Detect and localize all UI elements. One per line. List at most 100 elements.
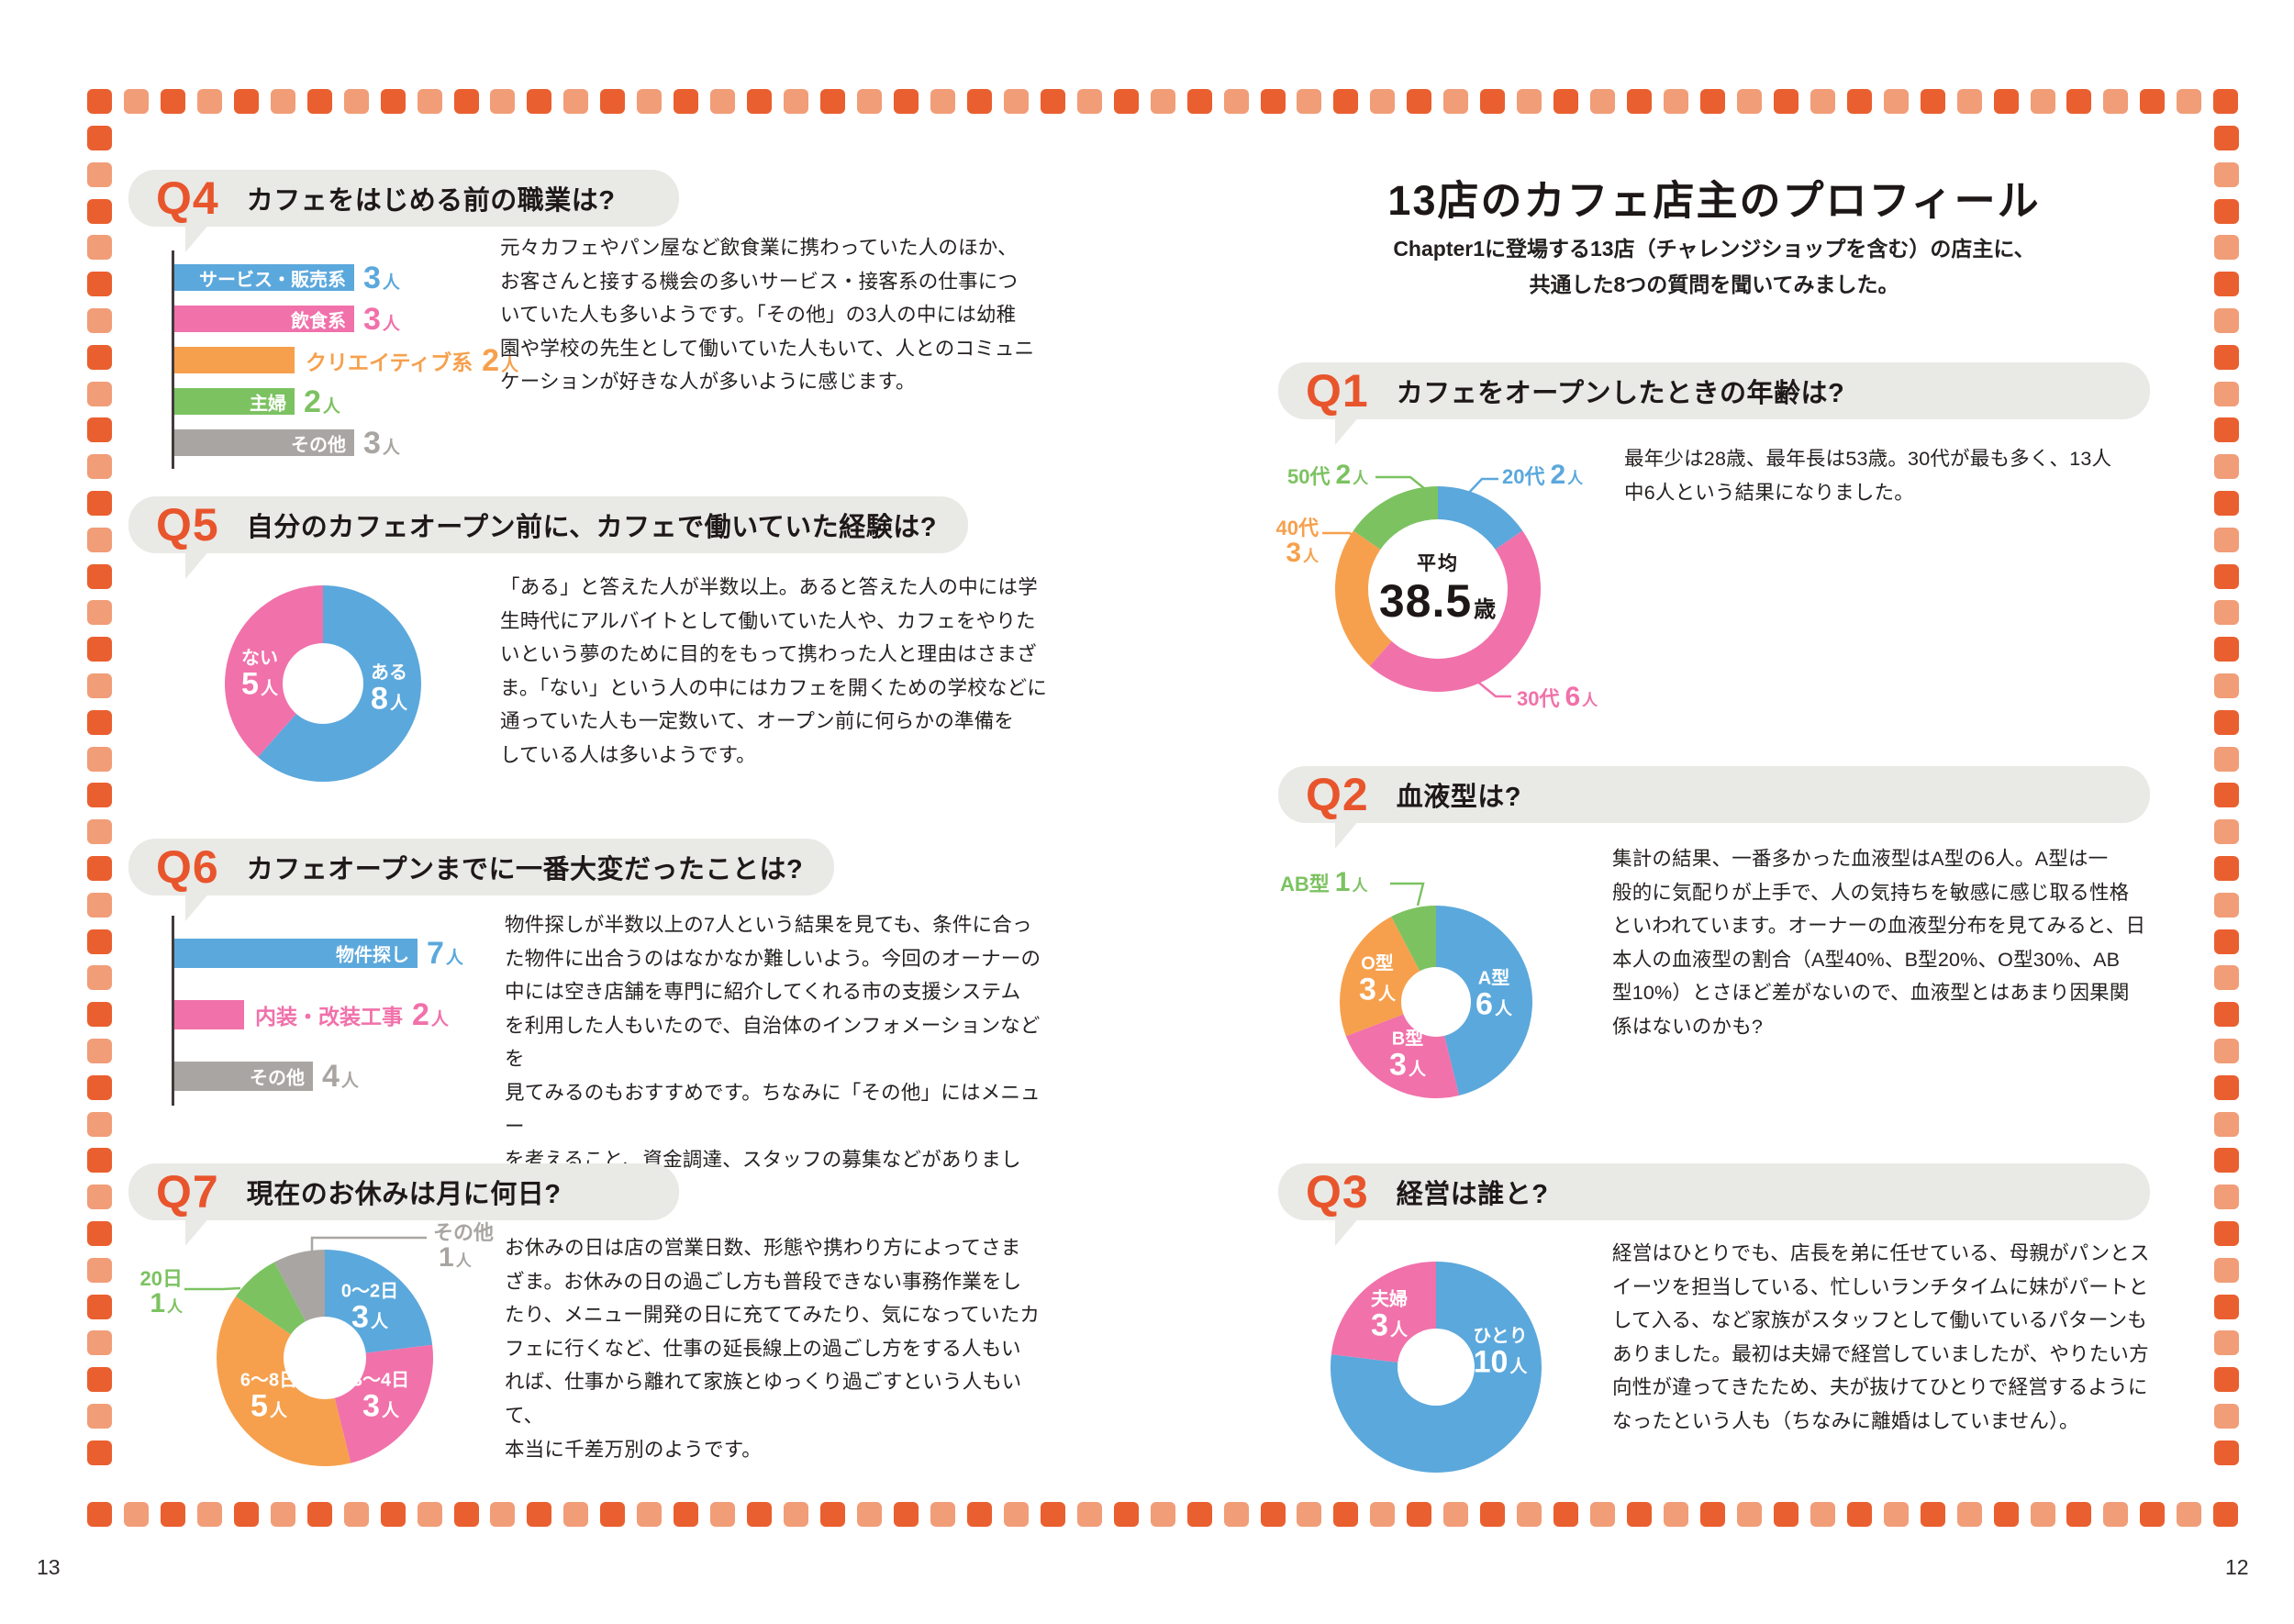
border-square — [1370, 89, 1396, 114]
border-square — [123, 89, 149, 114]
border-square — [527, 1502, 552, 1527]
border-square — [2140, 89, 2166, 114]
border-square — [637, 89, 663, 114]
q6-description: 物件探しが半数以上の7人という結果を見ても、条件に合っ た物件に出合うのはなかな… — [505, 914, 1041, 1205]
border-square — [2214, 381, 2239, 406]
border-square — [2177, 1502, 2202, 1527]
border-square — [2214, 673, 2239, 698]
slice-label-ある: ある 8 人 — [371, 662, 407, 717]
border-square — [453, 89, 479, 114]
border-square — [87, 1002, 112, 1028]
border-square — [1883, 89, 1909, 114]
border-square — [2213, 89, 2239, 114]
border-square — [160, 89, 185, 114]
slice-label-夫婦: 夫婦 3 人 — [1371, 1289, 1408, 1343]
border-square — [1663, 1502, 1688, 1527]
slice-label-O型: O型 3 人 — [1359, 953, 1396, 1007]
border-square — [306, 1502, 332, 1527]
border-square — [380, 89, 406, 114]
border-square — [1297, 1502, 1322, 1527]
q2-description: 集計の結果、一番多かった血液型はA型の6人。A型は一 般的に気配りが上手で、人の… — [1612, 848, 2146, 1038]
slice-label-50代: 50代 2 人 — [1287, 460, 1369, 490]
q6-speech-tail — [185, 892, 210, 921]
slice-label-30代: 30代 6 人 — [1517, 682, 1598, 712]
border-square — [87, 161, 112, 187]
bar — [174, 347, 295, 373]
bar-row-物件探し: 物件探し 7 人 — [174, 938, 463, 969]
border-square — [1333, 1502, 1359, 1527]
border-square — [233, 89, 259, 114]
page-border-top — [87, 89, 2239, 114]
border-square — [1480, 89, 1506, 114]
q6-chart: 物件探し 7 人内装・改装工事 2 人その他 4 人 — [172, 911, 612, 1118]
border-square — [490, 89, 516, 114]
border-square — [2140, 1502, 2166, 1527]
border-square — [87, 892, 112, 918]
border-square — [1003, 1502, 1029, 1527]
bar-category-label: その他 — [250, 1068, 305, 1089]
q4-question: カフェをはじめる前の職業は? — [246, 186, 616, 216]
q3-description: 経営はひとりでも、店長を弟に任せている、母親がパンとス イーツを担当している、忙… — [1612, 1242, 2150, 1432]
border-square — [380, 1502, 406, 1527]
q5-speech-tail — [185, 550, 210, 579]
border-square — [87, 89, 112, 114]
bar-category-label: 物件探し — [336, 945, 409, 966]
border-square — [2214, 527, 2239, 552]
border-square — [2214, 1038, 2239, 1063]
border-square — [1186, 1502, 1212, 1527]
border-square — [563, 89, 589, 114]
q5-header: Q5 自分のカフェオープン前に、カフェで働いていた経験は? — [128, 496, 968, 579]
q3-speech-tail — [1335, 1217, 1360, 1246]
border-square — [1846, 1502, 1872, 1527]
border-square — [1773, 89, 1798, 114]
border-square — [87, 527, 112, 552]
border-square — [2103, 1502, 2129, 1527]
border-square — [1407, 1502, 1432, 1527]
border-square — [160, 1502, 185, 1527]
border-square — [87, 1148, 112, 1174]
border-square — [893, 89, 919, 114]
border-square — [1113, 1502, 1139, 1527]
border-square — [1699, 1502, 1725, 1527]
border-square — [1553, 1502, 1579, 1527]
bar-row-サービス・販売系: サービス・販売系 3 人 — [174, 262, 400, 294]
border-square — [1956, 1502, 1982, 1527]
border-square — [1627, 89, 1653, 114]
q5-question: 自分のカフェオープン前に、カフェで働いていた経験は? — [246, 513, 937, 542]
border-square — [1517, 1502, 1542, 1527]
border-square — [270, 1502, 295, 1527]
border-square — [1553, 89, 1579, 114]
q2-header: Q2 血液型は? — [1278, 766, 2150, 849]
q5-label: Q5 — [156, 499, 219, 551]
border-square — [2214, 198, 2239, 224]
border-square — [893, 1502, 919, 1527]
slice-label-0〜2日: 0〜2日 3 人 — [340, 1281, 399, 1335]
q5-description: 「ある」と答えた人が半数以上。あると答えた人の中には学 生時代にアルバイトとして… — [500, 576, 1047, 766]
border-square — [1407, 89, 1432, 114]
border-square — [2214, 1367, 2239, 1393]
border-square — [600, 89, 626, 114]
border-square — [123, 1502, 149, 1527]
border-square — [87, 673, 112, 698]
border-square — [2214, 344, 2239, 370]
border-square — [87, 1220, 112, 1246]
q2-chart: A型 6 人 B型 3 人 O型 3 人 AB型 1 人 — [1271, 858, 1638, 1119]
slice-label-20代: 20代 2 人 — [1502, 460, 1584, 490]
border-square — [563, 1502, 589, 1527]
border-square — [1076, 1502, 1102, 1527]
border-square — [2214, 929, 2239, 954]
border-square — [2214, 1403, 2239, 1429]
q2-label: Q2 — [1306, 769, 1369, 820]
border-square — [87, 417, 112, 443]
border-square — [2177, 89, 2202, 114]
border-square — [2214, 1440, 2239, 1465]
border-square — [87, 235, 112, 261]
slice-label-20日: 20日 1 人 — [139, 1267, 183, 1319]
border-square — [1956, 89, 1982, 114]
border-square — [2214, 892, 2239, 918]
